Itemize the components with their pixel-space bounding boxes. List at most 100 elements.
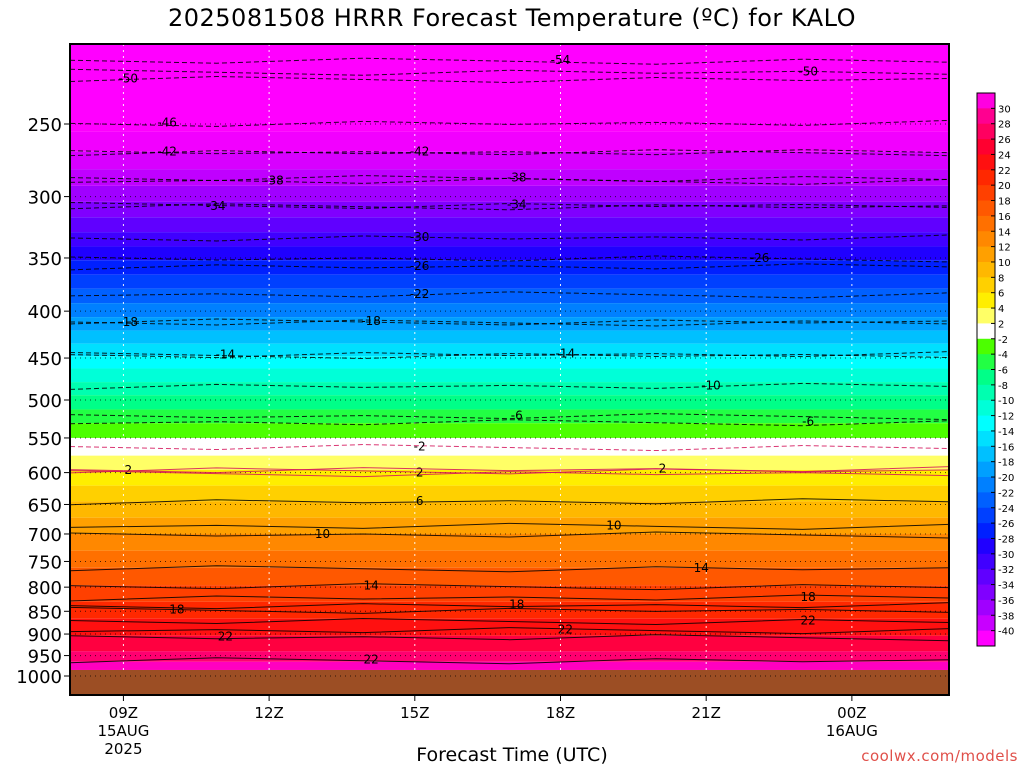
x-tick-label: 18Z: [546, 704, 575, 722]
isotherm-label: 14: [363, 579, 378, 593]
temperature-band: [70, 343, 949, 357]
colorbar-swatch: [977, 569, 995, 586]
isotherm-label: 14: [694, 561, 709, 575]
temperature-band: [70, 409, 949, 424]
colorbar-label: -28: [998, 534, 1014, 545]
temperature-band: [70, 368, 949, 383]
isotherm-line: [69, 57, 950, 65]
y-tick-label: 300: [28, 188, 62, 209]
colorbar-label: 28: [998, 120, 1011, 131]
isotherm-label: 6: [416, 494, 424, 508]
temperature-band: [70, 217, 949, 233]
colorbar-label: -6: [998, 366, 1008, 377]
temperature-band: [70, 131, 949, 152]
x-tick-label: 21Z: [691, 704, 720, 722]
x-tick-sublabel: 16AUG: [826, 722, 878, 740]
isotherm-line: [69, 203, 950, 211]
colorbar-swatch: [977, 599, 995, 616]
colorbar-label: 24: [998, 150, 1011, 161]
chart-title: 2025081508 HRRR Forecast Temperature (ºC…: [167, 4, 857, 32]
colorbar-swatch: [977, 93, 995, 109]
colorbar-swatch: [977, 246, 995, 263]
isotherm-label: 10: [606, 518, 621, 532]
isotherm-label: 22: [801, 614, 816, 628]
colorbar-label: 14: [998, 227, 1011, 238]
y-tick-label: 350: [28, 249, 62, 270]
temperature-band: [70, 550, 949, 568]
isotherm-label: -14: [216, 347, 236, 361]
isotherm-label: -18: [361, 314, 381, 328]
colorbar-label: 22: [998, 166, 1011, 177]
isotherm-line: [69, 618, 950, 626]
colorbar-swatch: [977, 139, 995, 155]
temperature-band: [70, 567, 949, 586]
isotherm-line: [69, 606, 950, 614]
colorbar-label: 16: [998, 212, 1011, 223]
isotherm-line: [69, 466, 950, 474]
x-tick-sublabel: 15AUG: [97, 722, 149, 740]
isotherm-line: [69, 444, 950, 452]
isotherm-label: -38: [507, 171, 527, 185]
colorbar-label: 8: [998, 273, 1004, 284]
colorbar-swatch: [977, 154, 995, 171]
y-tick-label: 750: [28, 552, 62, 573]
colorbar-swatch: [977, 430, 995, 447]
isotherm-label: -50: [798, 64, 818, 78]
isotherm-line: [69, 594, 950, 602]
colorbar-label: -36: [998, 596, 1014, 607]
colorbar-label: -12: [998, 412, 1014, 423]
temperature-band: [70, 533, 949, 551]
isotherm-label: -30: [410, 230, 430, 244]
colorbar-label: -40: [998, 627, 1014, 638]
isotherm-line: [69, 627, 950, 635]
isotherm-line: [69, 234, 950, 242]
isotherm-line: [69, 413, 950, 421]
isotherm-label: -34: [507, 197, 527, 211]
isotherm-label: -14: [556, 347, 576, 361]
isotherm-line: [69, 602, 950, 610]
temperature-band: [70, 395, 949, 410]
colorbar-label: -38: [998, 611, 1014, 622]
colorbar-label: 26: [998, 135, 1011, 146]
colorbar-swatch: [977, 369, 995, 386]
isotherm-label: 22: [558, 623, 573, 637]
isotherm-line: [69, 498, 950, 506]
colorbar-swatch: [977, 277, 995, 294]
colorbar-swatch: [977, 169, 995, 186]
isotherm-line: [69, 291, 950, 299]
colorbar-swatch: [977, 400, 995, 417]
colorbar-label: -20: [998, 473, 1014, 484]
colorbar-swatch: [977, 354, 995, 370]
x-tick-label: 00Z: [837, 704, 866, 722]
colorbar-swatch: [977, 630, 995, 647]
isotherm-line: [69, 149, 950, 157]
colorbar-swatch: [977, 492, 995, 509]
temperature-band: [70, 455, 949, 470]
isotherm-line: [69, 351, 950, 359]
y-tick-label: 250: [28, 115, 62, 136]
isotherm-label: 2: [416, 466, 424, 480]
isotherm-label: -6: [511, 409, 523, 423]
isotherm-line: [69, 351, 950, 359]
isotherm-label: -6: [802, 415, 814, 429]
isotherm-label: 22: [218, 630, 233, 644]
x-tick-label: 09Z: [109, 704, 138, 722]
isotherm-line: [69, 522, 950, 530]
colorbar-swatch: [977, 292, 995, 309]
y-tick-label: 800: [28, 578, 62, 599]
colorbar-swatch: [977, 538, 995, 555]
isotherm-label: -26: [750, 251, 770, 265]
isotherm-label: -38: [264, 173, 284, 187]
temperature-band: [70, 356, 949, 369]
x-tick-label: 15Z: [400, 704, 429, 722]
isotherm-label: -50: [118, 71, 138, 85]
isotherm-line: [69, 68, 950, 76]
isotherm-line: [69, 565, 950, 573]
isotherm-label: 2: [124, 463, 132, 477]
colorbar-label: 10: [998, 258, 1011, 269]
colorbar-label: -8: [998, 381, 1008, 392]
colorbar-label: 4: [998, 304, 1004, 315]
isotherm-label: 18: [509, 598, 524, 612]
isotherm-label: 2: [659, 462, 667, 476]
